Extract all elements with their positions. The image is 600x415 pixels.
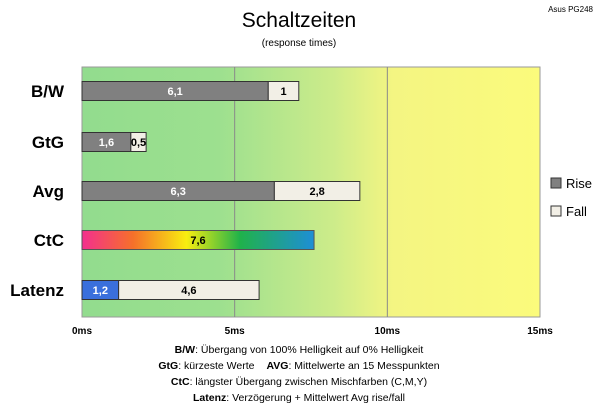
footer-gtg-text: : kürzeste Werte	[178, 360, 254, 372]
footer-gtg-bold: GtG	[158, 360, 178, 372]
x-tick-labels: 0ms 5ms 10ms 15ms	[72, 326, 553, 337]
legend: Rise Fall	[550, 176, 592, 219]
chart-subtitle: (response times)	[262, 38, 336, 49]
bar-fall	[130, 132, 147, 152]
bar-ctc	[81, 230, 315, 250]
data-label-fall: 0,5	[131, 137, 146, 149]
category-label: GtG	[32, 133, 64, 152]
data-label-rise: 1,6	[99, 137, 114, 149]
bar-fall	[118, 280, 260, 300]
legend-swatch	[550, 177, 562, 189]
data-label-fall: 2,8	[309, 186, 324, 198]
x-tick-label: 15ms	[527, 326, 553, 337]
legend-swatch	[550, 205, 562, 217]
data-label-fall: 1	[280, 86, 286, 98]
data-label-rise: 1,2	[93, 285, 108, 297]
footer-bw-bold: B/W	[175, 344, 196, 356]
brand-label: Asus PG248	[548, 5, 593, 14]
data-label-fall: 4,6	[181, 285, 196, 297]
footer-avg-bold: AVG	[266, 360, 288, 372]
bars-group: 6,1 1 1,6 0,5 6,3 2,8 7,6 1,2 4,6	[81, 81, 361, 300]
footer-latenz-bold: Latenz	[193, 392, 226, 404]
bar-fall	[267, 81, 300, 101]
chart-title: Schaltzeiten	[242, 9, 356, 32]
category-labels: B/W GtG Avg CtC Latenz	[10, 82, 65, 300]
data-label-rise: 6,3	[171, 186, 186, 198]
footer-line-ctc: CtC: längster Übergang zwischen Mischfar…	[171, 376, 427, 388]
bar-fall	[273, 181, 361, 201]
category-label: Avg	[33, 182, 65, 201]
x-tick-label: 0ms	[72, 326, 92, 337]
x-tick-label: 10ms	[375, 326, 401, 337]
footer-line-bw: B/W: Übergang von 100% Helligkeit auf 0%…	[175, 344, 424, 356]
category-label: CtC	[34, 231, 64, 250]
footer-line-gtg-avg: GtG: kürzeste Werte AVG: Mittelwerte an 1…	[158, 360, 439, 372]
data-label-rise: 6,1	[167, 86, 182, 98]
category-label: Latenz	[10, 281, 64, 300]
x-tick-label: 5ms	[225, 326, 245, 337]
footer-ctc-text: : längster Übergang zwischen Mischfarben…	[190, 376, 428, 388]
footer-avg-text: : Mittelwerte an 15 Messpunkten	[288, 360, 439, 372]
legend-label: Fall	[566, 204, 587, 219]
footer-latenz-text: : Verzögerung + Mittelwert Avg rise/fall	[226, 392, 405, 404]
data-label: 7,6	[190, 235, 205, 247]
category-label: B/W	[31, 82, 65, 101]
footer-line-latenz: Latenz: Verzögerung + Mittelwert Avg ris…	[193, 392, 405, 404]
footer-ctc-bold: CtC	[171, 376, 190, 388]
legend-label: Rise	[566, 176, 592, 191]
footer-bw-text: : Übergang von 100% Helligkeit auf 0% He…	[195, 344, 423, 356]
